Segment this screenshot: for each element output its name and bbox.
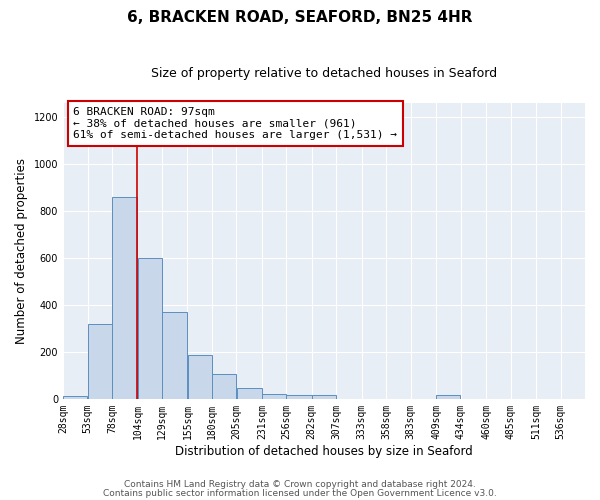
Bar: [112, 196, 137, 399]
Bar: [63, 396, 88, 399]
Bar: [262, 394, 286, 399]
Text: Contains public sector information licensed under the Open Government Licence v3: Contains public sector information licen…: [103, 488, 497, 498]
Bar: [162, 312, 187, 399]
Bar: [312, 396, 336, 399]
Bar: [188, 356, 212, 399]
Text: Contains HM Land Registry data © Crown copyright and database right 2024.: Contains HM Land Registry data © Crown c…: [124, 480, 476, 489]
Bar: [212, 374, 236, 399]
X-axis label: Distribution of detached houses by size in Seaford: Distribution of detached houses by size …: [175, 444, 473, 458]
Bar: [236, 388, 262, 399]
Bar: [436, 396, 460, 399]
Y-axis label: Number of detached properties: Number of detached properties: [15, 158, 28, 344]
Text: 6, BRACKEN ROAD, SEAFORD, BN25 4HR: 6, BRACKEN ROAD, SEAFORD, BN25 4HR: [127, 10, 473, 25]
Bar: [286, 394, 311, 399]
Bar: [137, 258, 162, 399]
Text: 6 BRACKEN ROAD: 97sqm
← 38% of detached houses are smaller (961)
61% of semi-det: 6 BRACKEN ROAD: 97sqm ← 38% of detached …: [73, 107, 397, 140]
Title: Size of property relative to detached houses in Seaford: Size of property relative to detached ho…: [151, 68, 497, 80]
Bar: [88, 324, 112, 399]
